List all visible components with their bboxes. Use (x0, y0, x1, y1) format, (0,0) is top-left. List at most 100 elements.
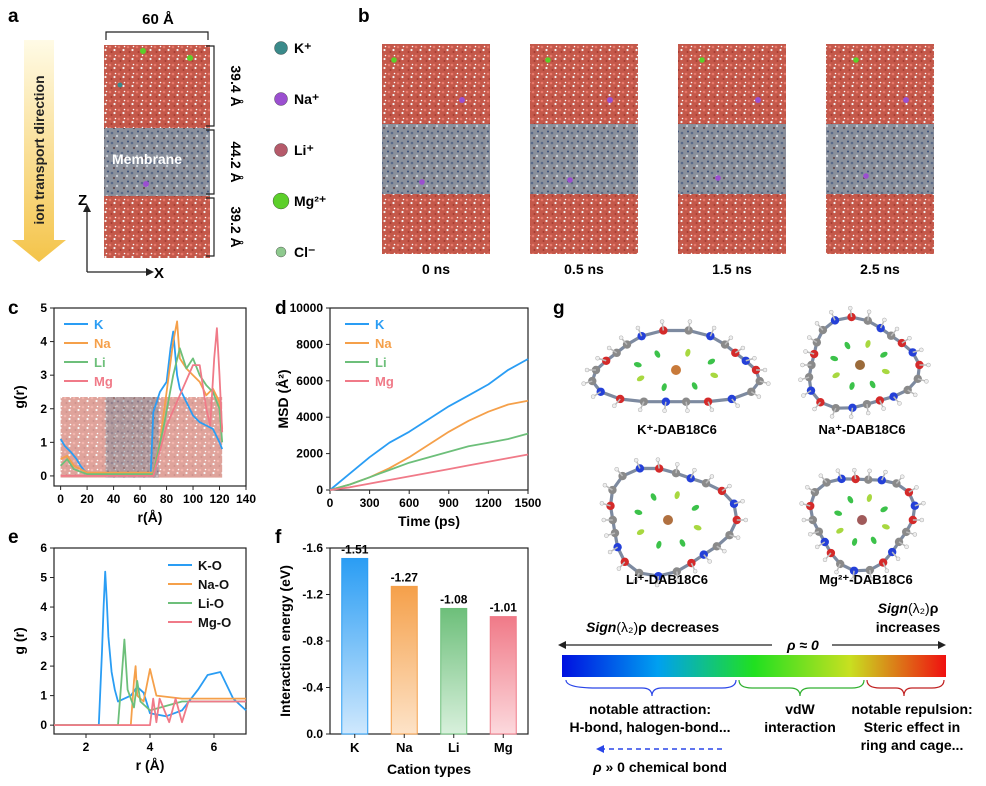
nci-surface (832, 372, 840, 379)
ion-dot (419, 179, 425, 185)
hydrogen (735, 403, 740, 409)
hydrogen (814, 321, 820, 326)
series-line-na-o (54, 665, 246, 726)
complex-label-li: Li⁺-DAB18C6 (626, 572, 708, 587)
ion-dot (903, 97, 909, 103)
chem-bond-label: ρ » 0 chemical bond (592, 759, 727, 775)
hydrogen (865, 410, 871, 416)
hydrogen (801, 517, 807, 523)
y-tick-label: -1.2 (302, 588, 323, 602)
nci-surface (834, 510, 843, 516)
h-bond-stick (731, 398, 738, 406)
ion-legend-swatch (274, 92, 288, 106)
hydrogen (590, 394, 596, 399)
h-bond-stick (814, 401, 821, 409)
hydrogen (800, 362, 805, 368)
h-bond-stick (817, 323, 824, 331)
panel-a: ion transport direction Membrane 60 Å 39… (12, 11, 326, 282)
h-bond-stick (879, 320, 885, 329)
molecule (799, 467, 926, 582)
ion-dot (140, 48, 146, 54)
h-bond-stick (806, 351, 815, 355)
x-tick-label: 120 (210, 492, 230, 506)
x-tick-label: 0 (327, 496, 334, 510)
h-bond-stick (687, 322, 691, 331)
x-axis-label: r (Å) (136, 757, 165, 773)
x-tick-label: 0 (57, 492, 64, 506)
nci-surface (679, 539, 686, 547)
nci-surface (847, 495, 854, 504)
nci-surface (634, 509, 643, 515)
y-tick-label: 6 (40, 541, 47, 555)
complex-label-na: Na⁺-DAB18C6 (818, 422, 905, 437)
x-tick-label: 1500 (515, 496, 542, 510)
chart-d: 0 300 600 900 1200 1500 0 2000 4000 6000 8000 10000… (275, 301, 542, 529)
h-bond-stick (820, 475, 828, 483)
snapshot-time-label: 0 ns (422, 261, 450, 277)
h-bond-stick (675, 465, 678, 474)
molecule-images (581, 305, 931, 588)
hydrogen (727, 483, 732, 489)
panel-label-b: b (358, 6, 370, 27)
plot-frame (53, 547, 247, 735)
hydrogen (595, 355, 600, 361)
region-bracket (206, 129, 215, 195)
hydrogen (798, 377, 803, 382)
panel-label-d: d (275, 298, 287, 319)
h-bond-stick (690, 562, 696, 571)
x-tick-label: 140 (236, 492, 256, 506)
hydrogen (743, 517, 749, 523)
legend-label: K (94, 317, 104, 332)
ion-legend-label: K⁺ (294, 40, 312, 56)
nci-surface (636, 529, 645, 536)
hydrogen (882, 317, 887, 323)
h-bond-stick (867, 312, 870, 321)
hydrogen (687, 319, 693, 324)
molecule (798, 305, 931, 419)
nci-surface (710, 372, 719, 378)
hydrogen (850, 577, 856, 582)
snapshot-water-bottom (382, 194, 490, 254)
ion-legend-swatch (272, 192, 290, 210)
h-bond-stick (917, 378, 926, 382)
series-line-na (329, 399, 529, 491)
legend-label: Li (94, 355, 106, 370)
y-tick-label: 4 (40, 600, 47, 614)
hydrogen (740, 498, 745, 504)
x-tick-label: 2 (83, 740, 90, 754)
y-tick-label: 0 (316, 483, 323, 497)
nci-surface (851, 538, 858, 546)
h-bond-stick (690, 470, 695, 479)
nci-surface (685, 348, 691, 357)
vdw-label-2: interaction (764, 719, 836, 735)
nci-surface (880, 351, 888, 358)
h-bond-stick (703, 554, 710, 562)
ion-dot (459, 97, 465, 103)
panel-label-c: c (8, 298, 19, 319)
membrane-label: Membrane (112, 151, 182, 167)
x-tick-label: 100 (183, 492, 203, 506)
legend-label: Li (375, 355, 387, 370)
hydrogen (752, 355, 757, 361)
h-bond-stick (734, 347, 743, 354)
hydrogen (812, 406, 817, 412)
h-bond-stick (809, 337, 818, 344)
snapshot-time-label: 0.5 ns (564, 261, 604, 277)
series-line-k-o (54, 570, 247, 726)
x-tick-label: 20 (80, 492, 94, 506)
axis-indicator: Z X (78, 192, 164, 282)
hydrogen (581, 381, 586, 386)
hydrogen (602, 482, 608, 488)
x-tick-label: Na (396, 740, 413, 755)
transport-label: ion transport direction (31, 75, 47, 224)
snapshot-water-top (678, 44, 786, 124)
hydrogen (818, 473, 824, 478)
repulsion-label-2: Steric effect in (864, 719, 960, 735)
hydrogen (919, 517, 925, 523)
h-bond-stick (908, 487, 917, 493)
ion-dot (699, 57, 705, 63)
legend-label: Na (375, 336, 392, 351)
attraction-label-2: H-bond, halogen-bond... (570, 719, 731, 735)
h-bond-stick (837, 471, 843, 480)
